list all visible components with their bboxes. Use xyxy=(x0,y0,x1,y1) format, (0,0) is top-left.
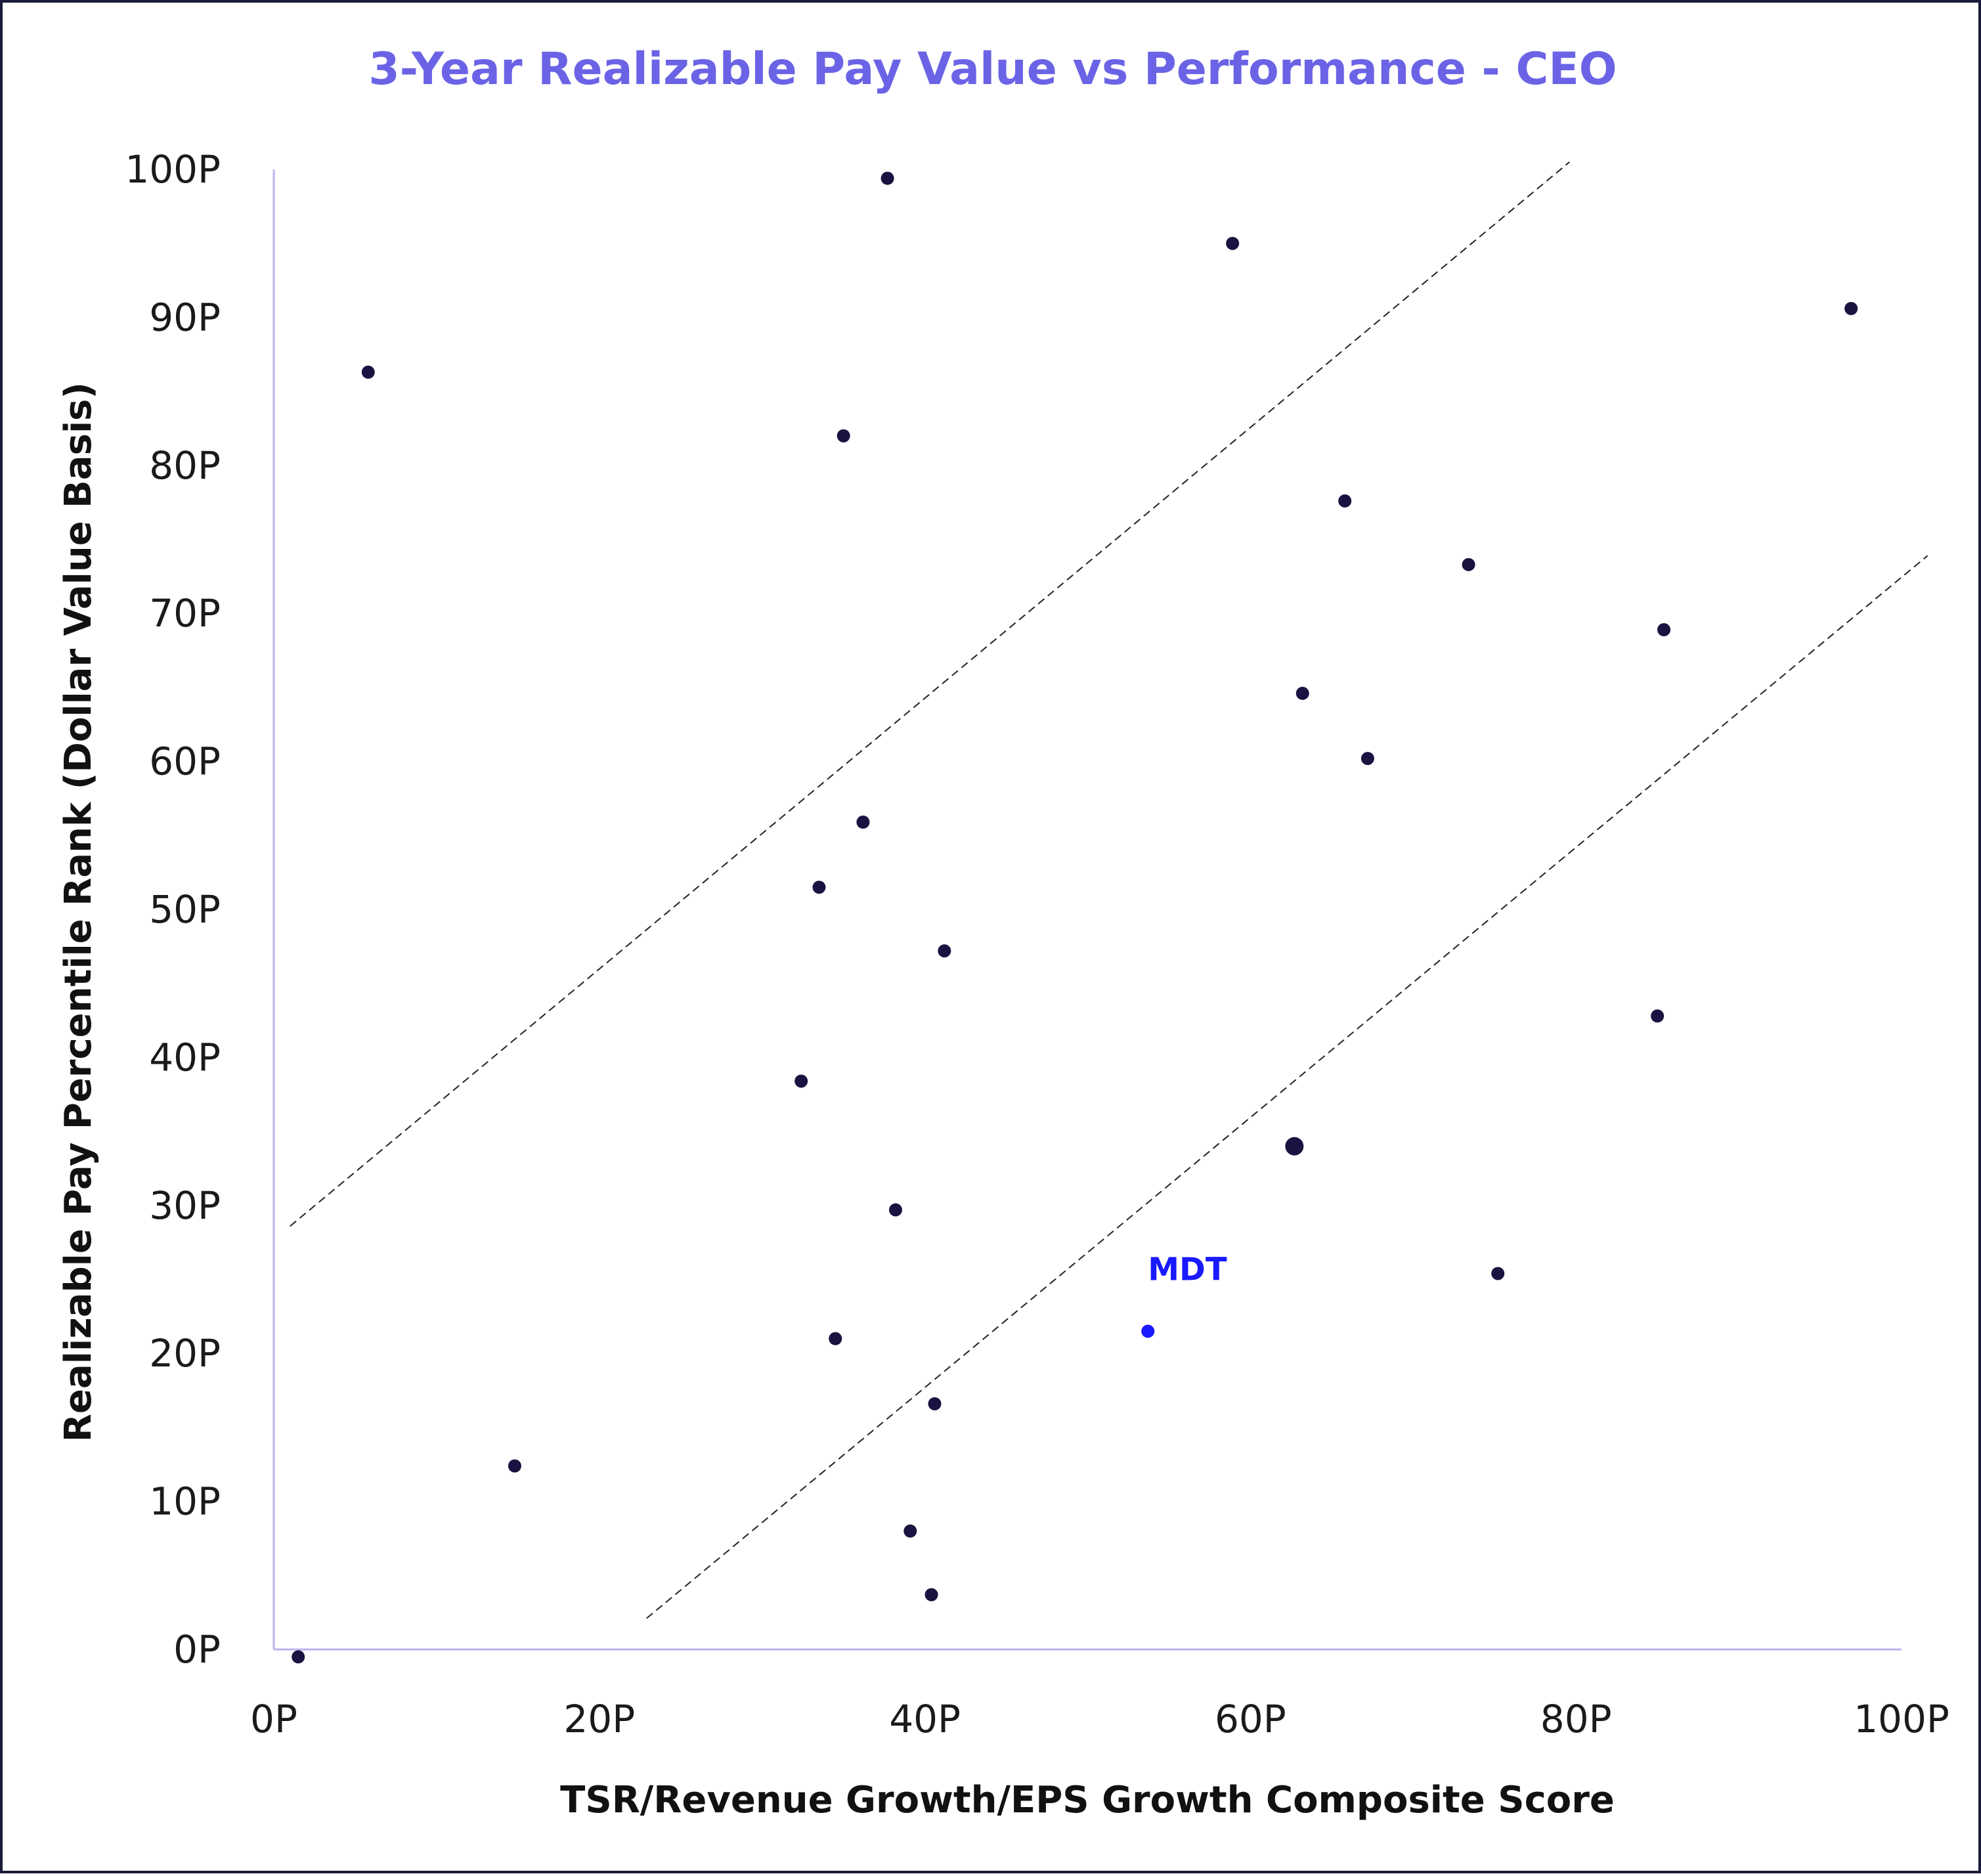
x-tick-label: 100P xyxy=(1854,1697,1949,1741)
data-point xyxy=(1491,1267,1505,1280)
band-lines xyxy=(290,161,1928,1619)
data-point xyxy=(928,1397,942,1410)
data-point xyxy=(292,1650,305,1664)
band-line xyxy=(290,161,1570,1227)
x-tick-label: 80P xyxy=(1540,1697,1612,1741)
y-tick-label: 30P xyxy=(149,1183,221,1228)
data-point xyxy=(1361,752,1374,766)
data-point xyxy=(361,365,375,379)
data-point xyxy=(508,1459,521,1473)
data-point xyxy=(881,171,894,185)
data-points xyxy=(292,171,1858,1664)
data-point xyxy=(938,944,951,958)
y-tick-label: 80P xyxy=(149,443,221,488)
x-tick-label: 20P xyxy=(563,1697,635,1741)
highlight-group: MDT xyxy=(1141,1251,1227,1338)
y-tick-label: 40P xyxy=(149,1035,221,1080)
data-point xyxy=(1651,1009,1665,1023)
data-point xyxy=(903,1524,917,1538)
y-tick-label: 0P xyxy=(173,1627,221,1672)
data-point xyxy=(812,881,826,894)
y-tick-label: 100P xyxy=(125,147,221,192)
x-tick-label: 40P xyxy=(889,1697,961,1741)
data-point xyxy=(795,1074,808,1088)
data-point xyxy=(829,1332,842,1345)
data-point xyxy=(925,1588,938,1602)
y-axis-title: Realizable Pay Percentile Rank (Dollar V… xyxy=(57,382,100,1442)
y-tick-label: 20P xyxy=(149,1331,221,1376)
data-point xyxy=(1338,494,1352,508)
x-tick-label: 0P xyxy=(250,1697,297,1741)
data-point xyxy=(1295,686,1309,700)
data-point xyxy=(888,1203,902,1217)
scatter-chart: 3-Year Realizable Pay Value vs Performan… xyxy=(57,43,1949,1821)
data-point xyxy=(1657,622,1671,636)
x-axis-title: TSR/Revenue Growth/EPS Growth Composite … xyxy=(560,1779,1615,1821)
data-point xyxy=(837,429,850,443)
band-line xyxy=(646,555,1928,1619)
y-tick-label: 10P xyxy=(149,1479,221,1524)
highlight-label: MDT xyxy=(1148,1251,1227,1288)
data-point xyxy=(856,816,870,829)
data-point xyxy=(1844,301,1858,315)
y-tick-label: 60P xyxy=(149,739,221,784)
highlight-point xyxy=(1141,1324,1155,1338)
chart-title: 3-Year Realizable Pay Value vs Performan… xyxy=(368,43,1617,95)
data-point xyxy=(1226,236,1240,250)
x-tick-label: 60P xyxy=(1215,1697,1286,1741)
y-tick-label: 70P xyxy=(149,591,221,636)
data-point xyxy=(1462,557,1475,571)
data-point xyxy=(1285,1137,1304,1156)
y-tick-label: 90P xyxy=(149,295,221,339)
y-tick-label: 50P xyxy=(149,887,221,932)
axes: 0P 10P 20P 30P 40P 50P 60P 70P 80P 90P 100P 0P 20P 40… xyxy=(125,147,1949,1741)
